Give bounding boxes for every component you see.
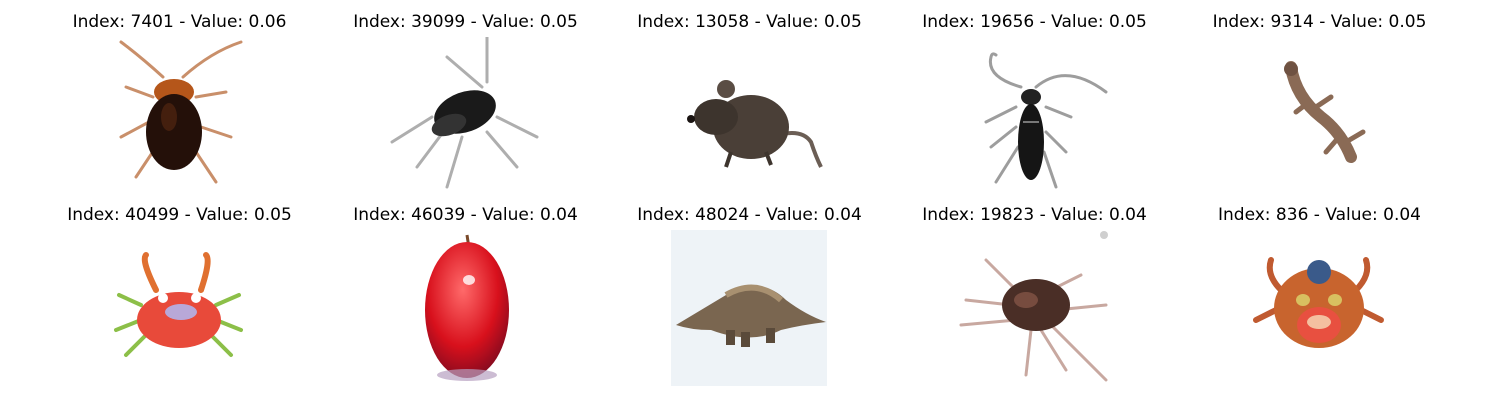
cell-title: Index: 39099 - Value: 0.05 — [323, 12, 608, 32]
grid-cell: Index: 7401 - Value: 0.06 — [37, 0, 322, 190]
grid-cell: Index: 46039 - Value: 0.04 — [323, 193, 608, 383]
cell-title: Index: 19823 - Value: 0.04 — [892, 205, 1177, 225]
cockroach-image — [101, 37, 257, 193]
cell-title: Index: 40499 - Value: 0.05 — [37, 205, 322, 225]
lizard-image — [1241, 37, 1397, 193]
cell-title: Index: 13058 - Value: 0.05 — [607, 12, 892, 32]
apple-image — [387, 230, 543, 386]
beetle-image — [387, 37, 543, 193]
crab-mask-image — [1241, 230, 1397, 386]
grid-cell: Index: 19656 - Value: 0.05 — [892, 0, 1177, 190]
cell-title: Index: 48024 - Value: 0.04 — [607, 205, 892, 225]
grid-cell: Index: 48024 - Value: 0.04 — [607, 193, 892, 383]
dinosaur-image — [671, 230, 827, 386]
grid-cell: Index: 40499 - Value: 0.05 — [37, 193, 322, 383]
spider-image — [956, 230, 1112, 386]
cell-title: Index: 836 - Value: 0.04 — [1177, 205, 1462, 225]
grid-cell: Index: 9314 - Value: 0.05 — [1177, 0, 1462, 190]
longhorn-beetle-image — [956, 37, 1112, 193]
crab-image — [101, 230, 257, 386]
grid-cell: Index: 19823 - Value: 0.04 — [892, 193, 1177, 383]
cell-title: Index: 7401 - Value: 0.06 — [37, 12, 322, 32]
cell-title: Index: 19656 - Value: 0.05 — [892, 12, 1177, 32]
grid-cell: Index: 836 - Value: 0.04 — [1177, 193, 1462, 383]
cell-title: Index: 46039 - Value: 0.04 — [323, 205, 608, 225]
grid-cell: Index: 39099 - Value: 0.05 — [323, 0, 608, 190]
mouse-image — [671, 37, 827, 193]
cell-title: Index: 9314 - Value: 0.05 — [1177, 12, 1462, 32]
grid-cell: Index: 13058 - Value: 0.05 — [607, 0, 892, 190]
